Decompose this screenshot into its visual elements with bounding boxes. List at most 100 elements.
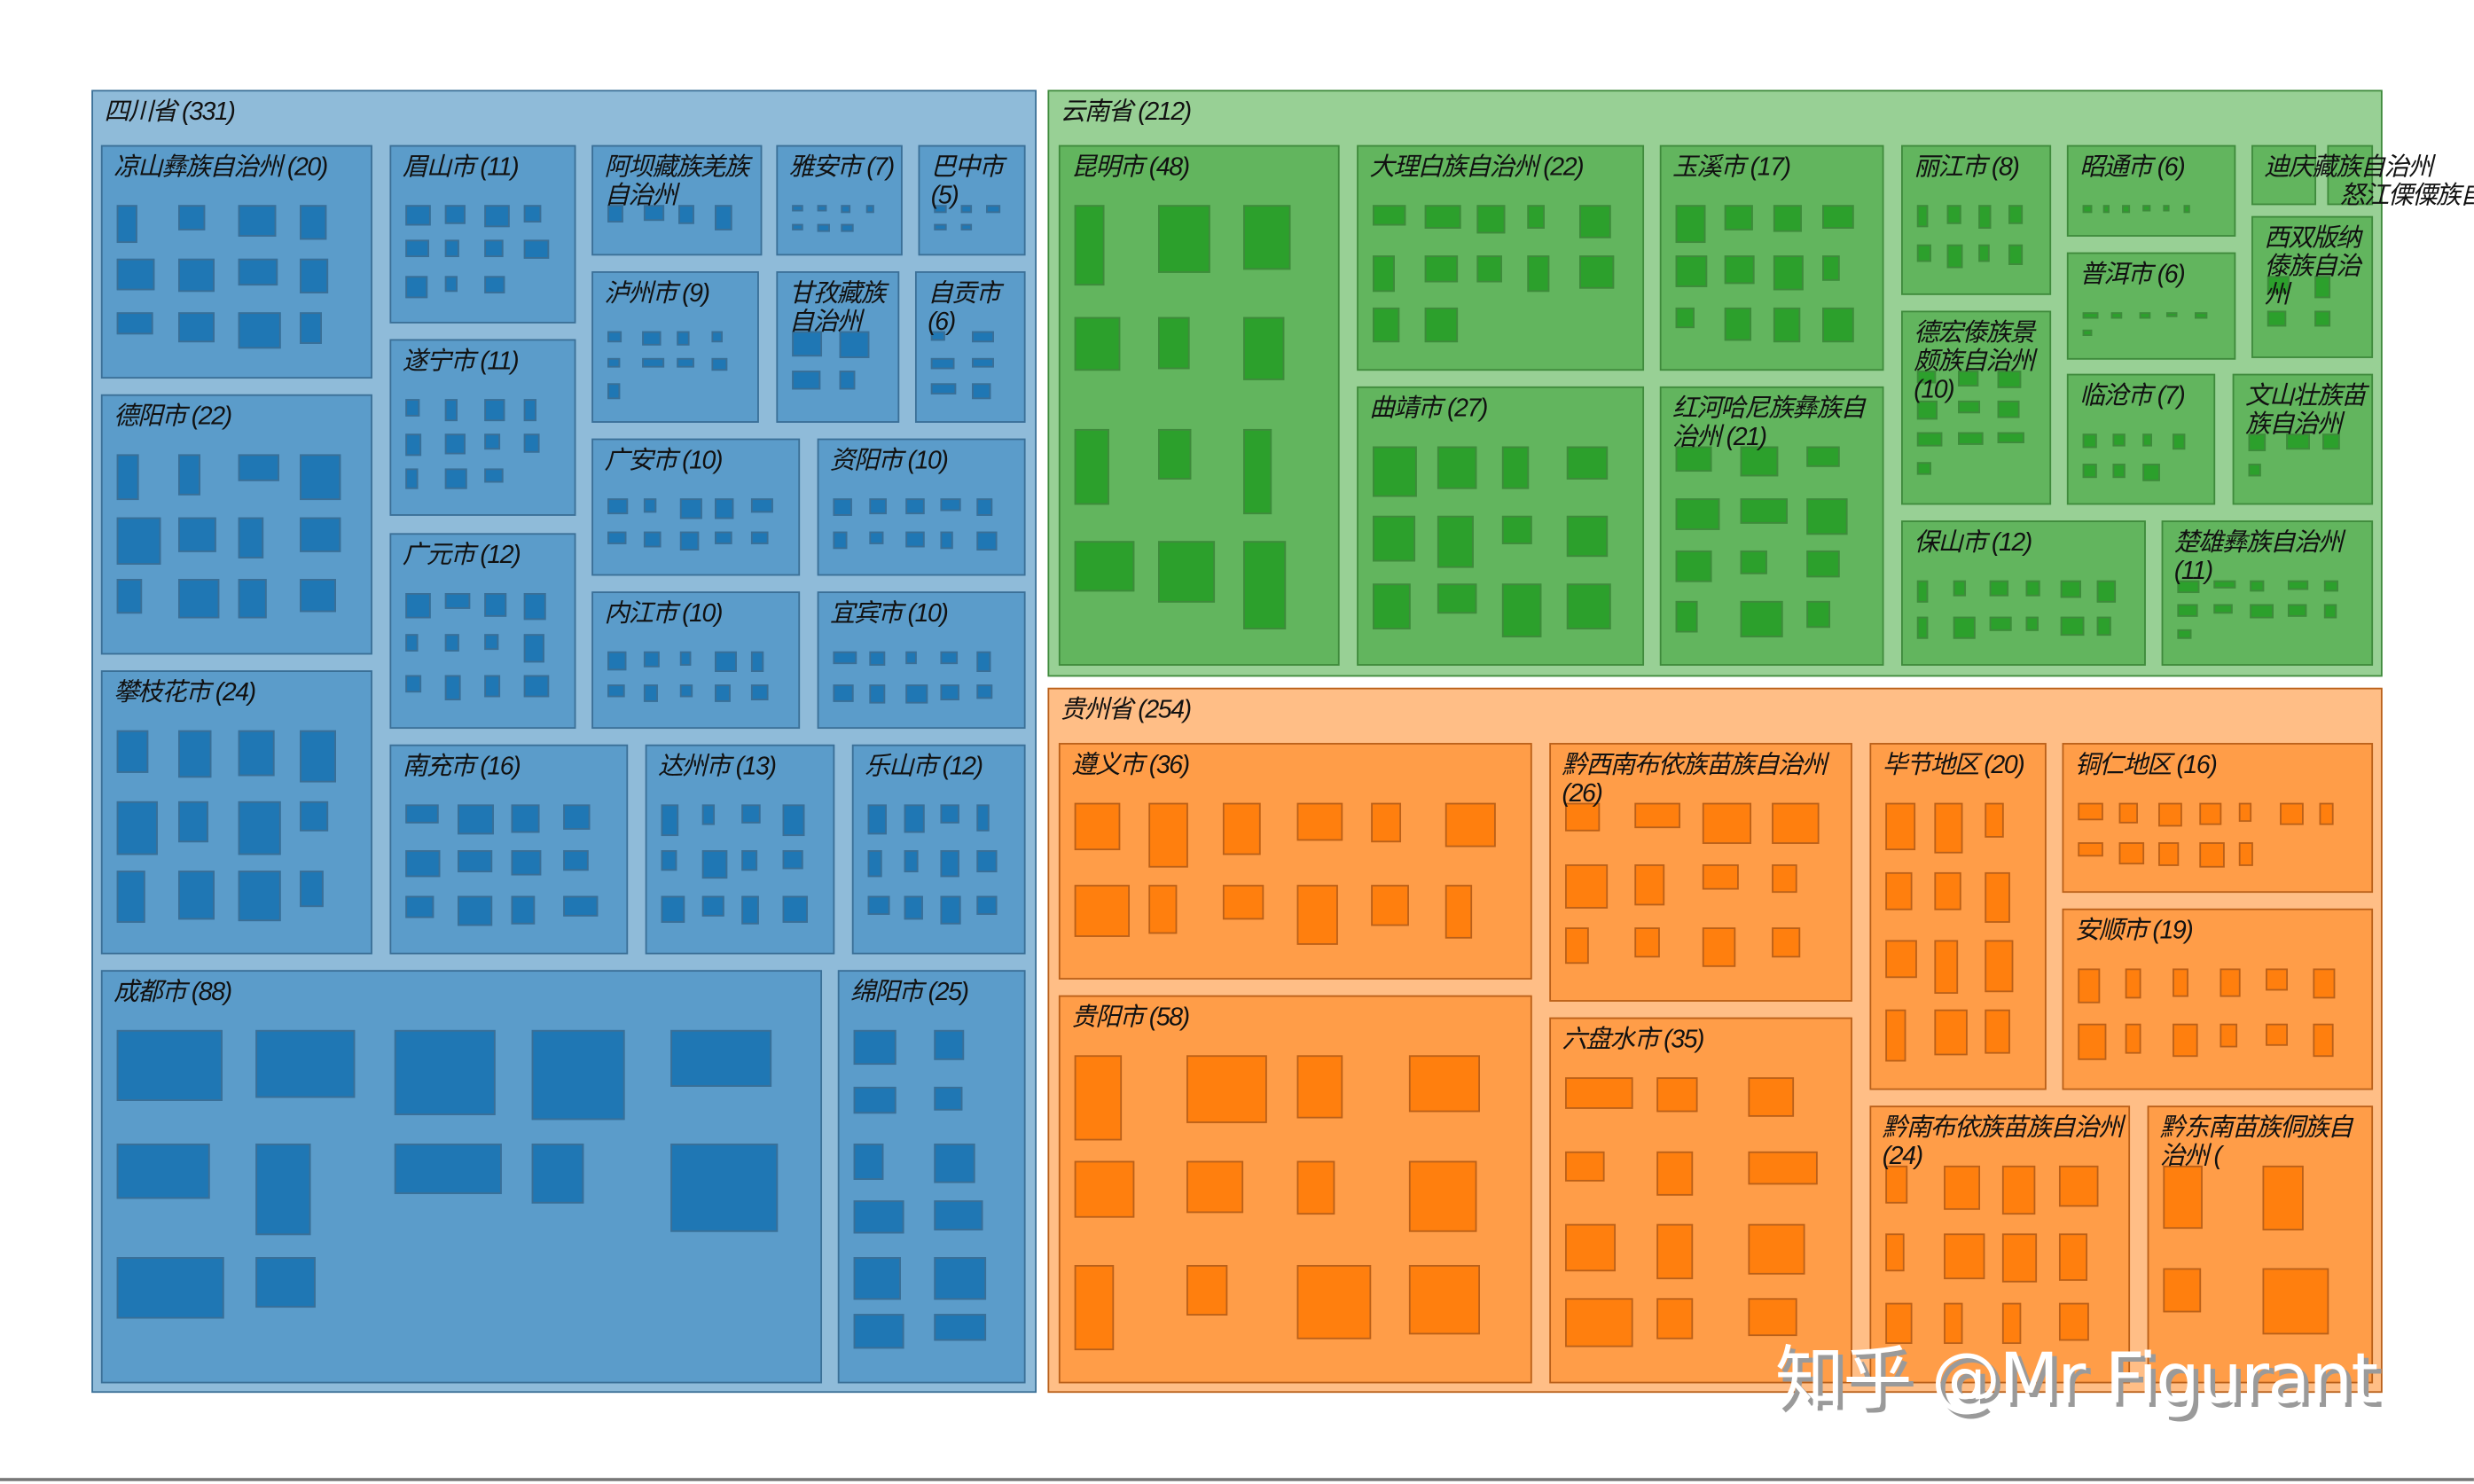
- treemap-leaf: [484, 275, 505, 294]
- treemap-leaf: [1702, 864, 1739, 891]
- treemap-leaf: [1371, 802, 1401, 843]
- treemap-leaf: [1885, 1302, 1913, 1345]
- treemap-node-label: 临沧市 (7): [2079, 383, 2186, 410]
- treemap-leaf: [904, 530, 925, 547]
- treemap-leaf: [1074, 316, 1121, 371]
- treemap-leaf: [841, 223, 854, 232]
- treemap-leaf: [177, 871, 215, 920]
- treemap-leaf: [1528, 255, 1550, 293]
- treemap-leaf: [2001, 1165, 2036, 1215]
- treemap-leaf: [1984, 1008, 2011, 1054]
- treemap-leaf: [976, 683, 993, 699]
- treemap-leaf: [254, 1029, 355, 1098]
- treemap-leaf: [701, 850, 728, 879]
- treemap-leaf: [1633, 926, 1660, 957]
- treemap-leaf: [853, 1314, 904, 1349]
- treemap-leaf: [299, 205, 327, 241]
- treemap-leaf: [1748, 1223, 1806, 1275]
- treemap-leaf: [1748, 1150, 1818, 1186]
- treemap-leaf: [741, 804, 760, 824]
- treemap-node: [2327, 144, 2374, 206]
- treemap-leaf: [741, 895, 759, 926]
- treemap-node-label: 广元市 (12): [402, 543, 521, 570]
- treemap-leaf: [1977, 205, 1993, 229]
- treemap-leaf: [484, 468, 504, 482]
- treemap-group-label: 云南省 (212): [1060, 99, 1192, 127]
- treemap-leaf: [1074, 1055, 1122, 1141]
- treemap-leaf: [1822, 205, 1854, 229]
- treemap-leaf: [781, 895, 808, 923]
- treemap-leaf: [1296, 1160, 1335, 1215]
- treemap-leaf: [1437, 515, 1475, 568]
- treemap-leaf: [405, 205, 431, 226]
- treemap-leaf: [1741, 497, 1789, 525]
- treemap-leaf: [751, 651, 765, 672]
- treemap-leaf: [2082, 463, 2096, 478]
- treemap-leaf: [869, 498, 888, 515]
- treemap-leaf: [2142, 205, 2151, 212]
- treemap-leaf: [2142, 463, 2160, 481]
- treemap-leaf: [1977, 243, 1990, 262]
- treemap-leaf: [781, 850, 803, 869]
- treemap-node-label: 黔南布依族苗族自治州 (24): [1882, 1114, 2124, 1171]
- treemap-leaf: [1074, 541, 1134, 591]
- treemap-leaf: [2078, 841, 2104, 857]
- treemap-leaf: [444, 593, 471, 610]
- treemap-leaf: [853, 1257, 901, 1300]
- treemap-leaf: [959, 223, 973, 231]
- treemap-leaf: [1998, 371, 2022, 388]
- treemap-leaf: [934, 205, 947, 213]
- treemap-leaf: [484, 634, 498, 651]
- treemap-leaf: [2096, 616, 2112, 637]
- treemap-leaf: [1148, 802, 1188, 869]
- treemap-leaf: [972, 357, 995, 369]
- treemap-leaf: [792, 205, 802, 212]
- treemap-leaf: [2219, 968, 2241, 996]
- treemap-leaf: [1943, 1165, 1981, 1210]
- treemap-leaf: [976, 804, 989, 832]
- treemap-leaf: [177, 730, 212, 778]
- treemap-leaf: [405, 399, 420, 418]
- treemap-leaf: [607, 683, 625, 698]
- treemap-leaf: [1885, 802, 1915, 850]
- treemap-leaf: [299, 454, 341, 500]
- treemap-leaf: [741, 850, 757, 871]
- treemap-leaf: [904, 804, 924, 834]
- treemap-leaf: [1998, 401, 2020, 418]
- treemap-leaf: [1296, 885, 1339, 945]
- treemap-leaf: [2177, 580, 2199, 593]
- treemap-leaf: [2139, 312, 2151, 318]
- treemap-leaf: [1702, 926, 1735, 967]
- treemap-leaf: [238, 516, 264, 559]
- treemap-leaf: [1158, 541, 1215, 604]
- treemap-leaf: [1943, 1302, 1963, 1345]
- treemap-leaf: [853, 1143, 884, 1180]
- treemap-leaf: [934, 223, 947, 231]
- treemap-leaf: [869, 651, 886, 667]
- treemap-leaf: [2320, 802, 2334, 824]
- treemap-leaf: [751, 530, 768, 544]
- treemap-leaf: [523, 634, 544, 662]
- treemap-leaf: [2323, 580, 2339, 591]
- treemap-leaf: [1935, 1008, 1969, 1056]
- treemap-leaf: [484, 433, 501, 449]
- treemap-leaf: [1675, 307, 1695, 328]
- treemap-leaf: [1242, 428, 1272, 515]
- treemap-node-label: 贵阳市 (58): [1071, 1004, 1190, 1032]
- treemap-leaf: [254, 1143, 311, 1236]
- treemap-node: [2147, 1105, 2374, 1384]
- treemap-leaf: [933, 1143, 976, 1183]
- treemap-leaf: [1565, 1297, 1633, 1347]
- treemap-leaf: [976, 651, 991, 672]
- treemap-leaf: [510, 850, 542, 875]
- treemap-node-label: 达州市 (13): [657, 754, 777, 781]
- treemap-leaf: [299, 871, 325, 907]
- treemap-leaf: [1371, 885, 1410, 926]
- treemap-leaf: [1957, 371, 1979, 387]
- treemap-leaf: [1476, 255, 1502, 282]
- treemap-node-label: 绵阳市 (25): [850, 979, 969, 1007]
- treemap-leaf: [116, 801, 158, 856]
- treemap-leaf: [1953, 616, 1976, 639]
- treemap-leaf: [853, 1086, 896, 1114]
- treemap-leaf: [1424, 307, 1458, 342]
